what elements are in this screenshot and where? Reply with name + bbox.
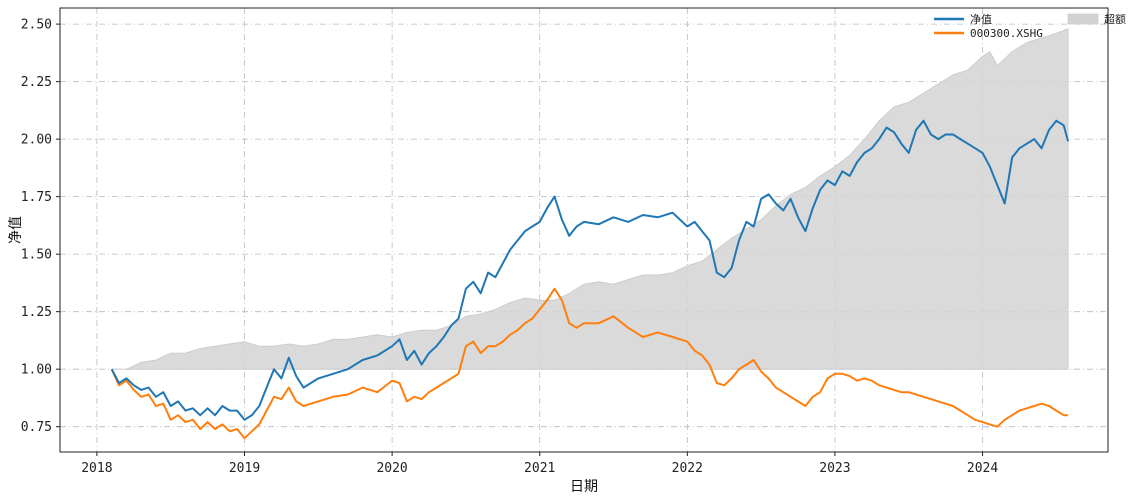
excess-area-layer xyxy=(111,28,1069,370)
x-tick-label: 2021 xyxy=(524,461,555,476)
x-tick-label: 2018 xyxy=(81,461,112,476)
x-tick-label: 2020 xyxy=(376,461,407,476)
series-lines xyxy=(110,119,1070,440)
nav-line xyxy=(110,119,1070,421)
x-tick-label: 2022 xyxy=(672,461,703,476)
y-tick-label: 1.00 xyxy=(21,363,52,378)
index-line xyxy=(110,287,1069,440)
legend-label: 超额 xyxy=(1104,12,1126,26)
y-axis-ticks: 0.75 1.00 1.25 1.50 1.75 2.00 2.25 2.50 xyxy=(21,18,60,435)
legend-swatch xyxy=(1067,13,1099,25)
y-tick-label: 1.75 xyxy=(21,190,52,205)
legend-label: 000300.XSHG xyxy=(970,27,1043,40)
y-tick-label: 1.25 xyxy=(21,305,52,320)
y-tick-label: 2.25 xyxy=(21,75,52,90)
legend-label: 净值 xyxy=(970,12,992,26)
x-axis-ticks: 2018 2019 2020 2021 2022 2023 2024 xyxy=(81,452,998,476)
legend-entry-excess: 超额 xyxy=(1067,12,1126,26)
y-tick-label: 2.50 xyxy=(21,18,52,33)
legend-entry-index: 000300.XSHG xyxy=(934,27,1043,40)
x-tick-label: 2023 xyxy=(819,461,850,476)
excess-area xyxy=(111,28,1069,370)
x-tick-label: 2024 xyxy=(967,461,998,476)
legend-entry-nav: 净值 xyxy=(934,12,992,26)
y-tick-label: 0.75 xyxy=(21,420,52,435)
y-tick-label: 2.00 xyxy=(21,133,52,148)
y-axis-label: 净值 xyxy=(8,216,24,244)
plot-frame xyxy=(59,7,1109,453)
x-axis-label: 日期 xyxy=(570,479,598,495)
x-tick-label: 2019 xyxy=(229,461,260,476)
y-tick-label: 1.50 xyxy=(21,248,52,263)
